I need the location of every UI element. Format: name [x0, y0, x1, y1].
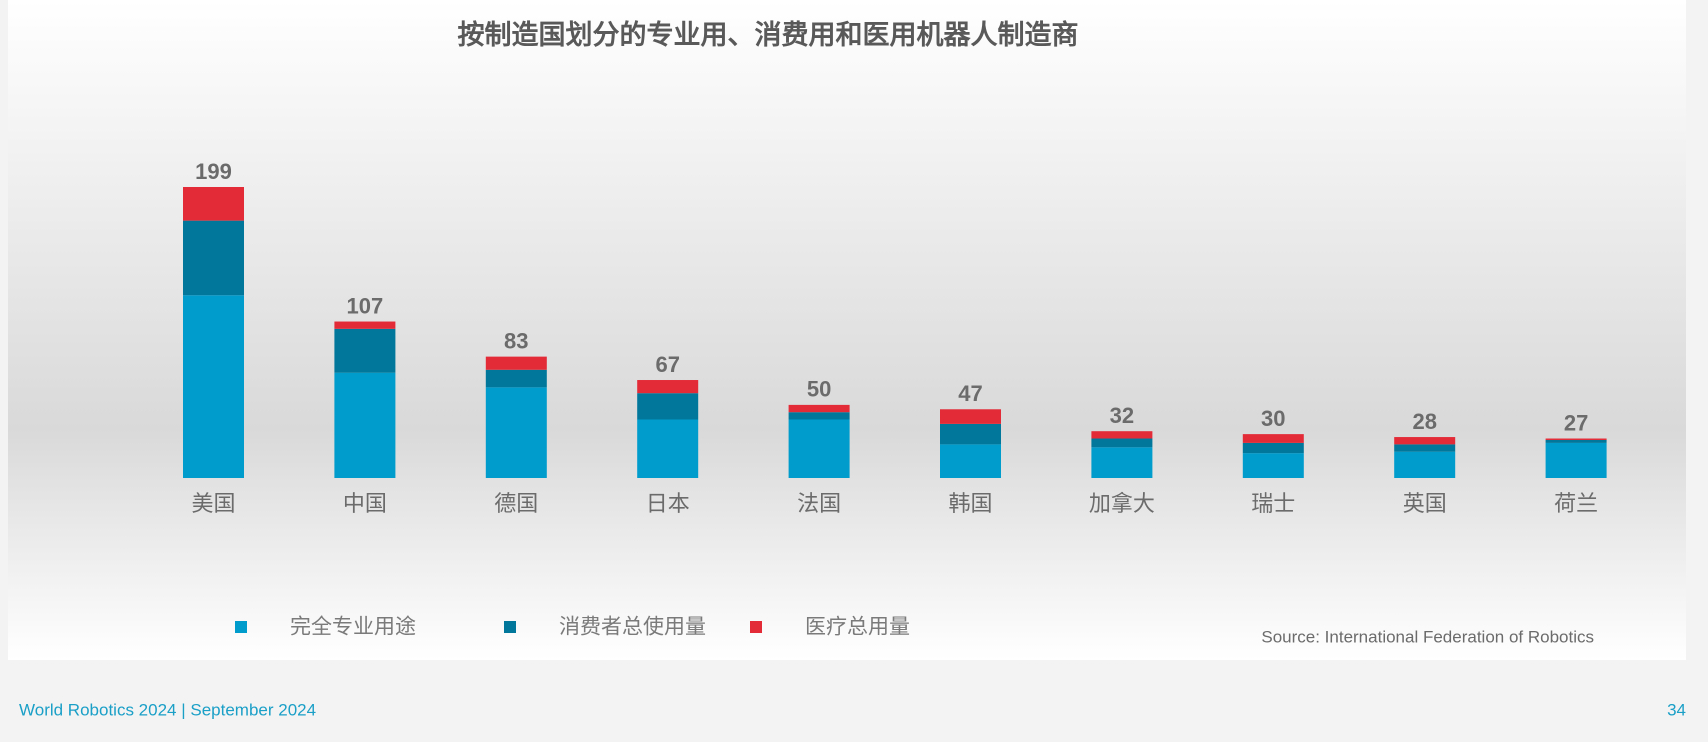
- total-label: 67: [655, 352, 679, 377]
- bar-segment: [1545, 438, 1607, 440]
- bar-segment: [1242, 453, 1304, 478]
- bar-segment: [940, 444, 1001, 478]
- source: Source: International Federation of Robo…: [1261, 627, 1594, 646]
- bar-segment: [940, 409, 1001, 424]
- bar-segment: [485, 369, 547, 388]
- chart-panel: [8, 0, 1686, 660]
- bar-segment: [637, 393, 699, 420]
- bar-segment: [1091, 431, 1153, 439]
- legend-label: 消费者总使用量: [559, 616, 706, 639]
- chart-title: 按制造国划分的专业用、消费用和医用机器人制造商: [458, 19, 1079, 50]
- x-tick-label: 韩国: [948, 491, 992, 516]
- bar-segment: [1242, 442, 1304, 454]
- bar-segment: [1242, 434, 1304, 443]
- total-label: 47: [958, 381, 982, 406]
- legend-label: 完全专业用途: [290, 616, 416, 639]
- total-label: 50: [807, 377, 831, 402]
- bar-segment: [485, 356, 547, 370]
- x-tick-label: 美国: [191, 491, 235, 516]
- total-label: 83: [504, 328, 528, 353]
- x-tick-label: 加拿大: [1089, 491, 1155, 516]
- total-label: 199: [195, 159, 232, 184]
- bar-segment: [183, 295, 244, 478]
- bar-segment: [1394, 444, 1456, 452]
- page-number: 34: [1667, 700, 1686, 719]
- x-tick-label: 法国: [797, 491, 841, 516]
- total-label: 32: [1110, 403, 1134, 428]
- bar-segment: [1545, 442, 1607, 478]
- bar-segment: [1091, 447, 1153, 478]
- bar-segment: [1091, 438, 1153, 448]
- x-tick-label: 瑞士: [1251, 491, 1295, 516]
- bar-segment: [788, 404, 850, 413]
- total-label: 28: [1412, 409, 1436, 434]
- bar-segment: [1545, 439, 1607, 443]
- legend-label: 医疗总用量: [805, 616, 910, 639]
- total-label: 27: [1564, 410, 1588, 435]
- x-tick-label: 日本: [646, 491, 690, 516]
- bar-segment: [940, 423, 1001, 445]
- bar-segment: [637, 419, 699, 478]
- bar-segment: [183, 220, 244, 296]
- bar-segment: [485, 387, 547, 478]
- legend-swatch: [235, 621, 247, 633]
- bar-segment: [183, 187, 244, 221]
- total-label: 30: [1261, 406, 1285, 431]
- x-tick-label: 荷兰: [1554, 491, 1598, 516]
- bar-segment: [637, 380, 699, 394]
- bar-segment: [1394, 437, 1456, 445]
- bar-segment: [1394, 451, 1456, 478]
- legend-swatch: [750, 621, 762, 633]
- legend-swatch: [504, 621, 516, 633]
- bar-segment: [788, 412, 850, 420]
- bar-segment: [334, 372, 396, 478]
- bar-segment: [334, 328, 396, 373]
- bar-segment: [334, 321, 396, 329]
- total-label: 107: [347, 293, 384, 318]
- x-tick-label: 中国: [343, 491, 387, 516]
- footer: World Robotics 2024 | September 2024: [19, 700, 316, 719]
- x-tick-label: 德国: [494, 491, 538, 516]
- x-tick-label: 英国: [1403, 491, 1447, 516]
- bar-segment: [788, 419, 850, 478]
